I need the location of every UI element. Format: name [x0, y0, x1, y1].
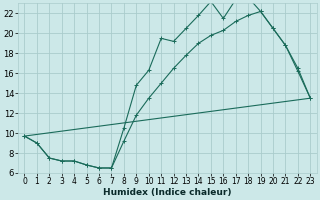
X-axis label: Humidex (Indice chaleur): Humidex (Indice chaleur): [103, 188, 232, 197]
